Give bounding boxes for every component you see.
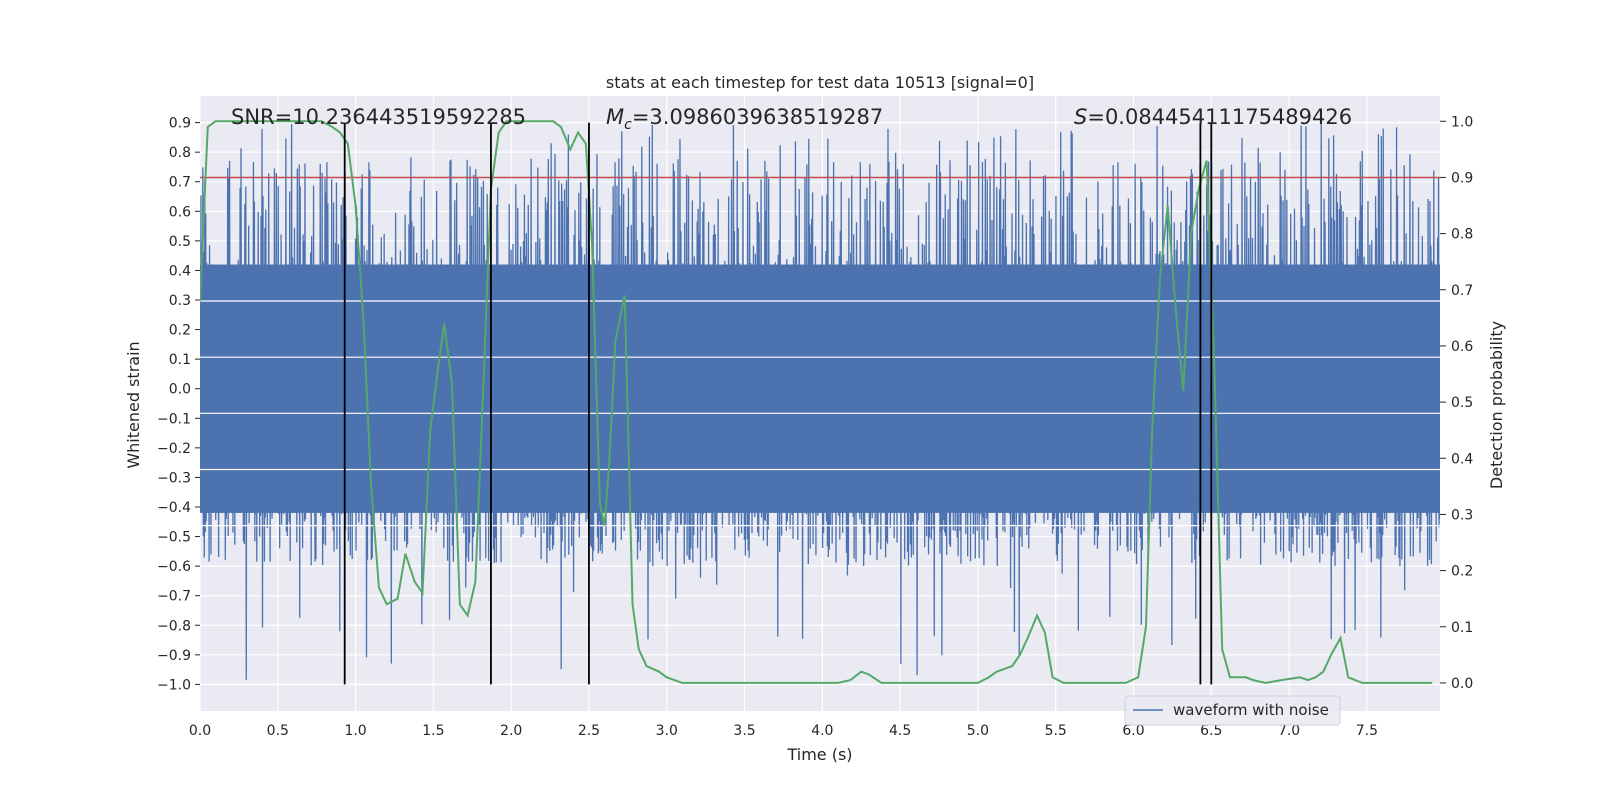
x-tick-label: 4.0 [811,723,833,739]
waveform-line [200,124,1440,680]
y-tick-label: −0.9 [157,648,191,664]
y-tick-label: −0.1 [157,411,191,427]
x-tick-label: 2.0 [500,723,522,739]
chirp-mass-annotation: Mc=3.0986039638519287 [606,105,883,133]
y2-tick-label: 0.2 [1451,564,1473,580]
y-tick-label: −0.3 [157,470,191,486]
chart-title: stats at each timestep for test data 105… [606,73,1034,92]
x-tick-label: 1.0 [344,723,366,739]
x-tick-label: 0.5 [267,723,289,739]
y-tick-label: −0.6 [157,559,191,575]
x-axis-ticks: 0.0 0.5 1.0 1.5 2.0 2.5 3.0 3.5 4.0 4.5 5.0 5.5 6.0 6… [189,723,1378,739]
y-tick-label: 0.0 [169,382,191,398]
detection-probability-line [200,120,1433,684]
x-tick-label: 3.0 [656,723,678,739]
y-tick-label: −0.4 [157,500,191,516]
legend-label-waveform: waveform with noise [1173,701,1329,719]
probability-series [200,120,1440,684]
x-tick-label: 5.5 [1045,723,1067,739]
x-tick-label: 5.0 [967,723,989,739]
y-tick-label: 0.4 [169,263,191,279]
snr-annotation: SNR=10.236443519592285 [231,105,526,129]
x-tick-label: 4.5 [889,723,911,739]
y-tick-label: 0.7 [169,175,191,191]
y-tick-label: 0.8 [169,145,191,161]
legend-box [1124,695,1341,726]
y-tick-label: 0.5 [169,234,191,250]
y2-axis-label: Detection probability [1487,321,1506,489]
y-tick-label: 0.9 [169,116,191,132]
y2-tick-label: 0.9 [1451,170,1473,186]
y-axis-ticks: 0.9 0.8 0.7 0.6 0.5 0.4 0.3 0.2 0.1 0.0 −0.1 −0.2 −0… [157,116,200,693]
vertical-markers [343,122,1213,685]
y2-tick-label: 0.8 [1451,227,1473,243]
y2-tick-label: 0.5 [1451,395,1473,411]
y2-tick-label: 0.6 [1451,339,1473,355]
x-tick-label: 1.5 [422,723,444,739]
y-axis-label: Whitened strain [124,341,143,468]
y-tick-label: −0.8 [157,618,191,634]
x-tick-label: 7.0 [1278,723,1300,739]
x-axis-label: Time (s) [786,745,852,764]
y-tick-label: 0.6 [169,204,191,220]
y-tick-label: −0.5 [157,530,191,546]
x-tick-label: 7.5 [1356,723,1378,739]
y2-tick-label: 0.3 [1451,507,1473,523]
y-tick-label: 0.2 [169,323,191,339]
s-symbol: S [1074,105,1087,129]
y2-tick-label: 0.4 [1451,451,1473,467]
x-tick-label: 6.5 [1200,723,1222,739]
s-value: =0.08445411175489426 [1087,105,1352,129]
waveform-series [200,124,1440,680]
y-tick-label: 0.3 [169,293,191,309]
x-tick-label: 2.5 [578,723,600,739]
s-annotation: S=0.08445411175489426 [1074,105,1352,129]
y-tick-label: −1.0 [157,677,191,693]
y-tick-label: −0.2 [157,441,191,457]
y-tick-label: 0.1 [169,352,191,368]
y-tick-label: −0.7 [157,589,191,605]
y2-tick-label: 0.1 [1451,620,1473,636]
y2-tick-label: 1.0 [1451,114,1473,130]
x-tick-label: 3.5 [733,723,755,739]
y2-axis-ticks: 1.0 0.9 0.8 0.7 0.6 0.5 0.4 0.3 0.2 0.1 0.0 [1440,114,1473,692]
x-tick-label: 6.0 [1122,723,1144,739]
legend: waveform with noise [1124,695,1341,726]
x-tick-label: 0.0 [189,723,211,739]
chirp-mass-subscript: c [624,117,632,133]
chirp-mass-symbol: M [606,105,624,129]
y2-tick-label: 0.7 [1451,283,1473,299]
chirp-mass-value: =3.0986039638519287 [632,105,883,129]
y2-tick-label: 0.0 [1451,676,1473,692]
